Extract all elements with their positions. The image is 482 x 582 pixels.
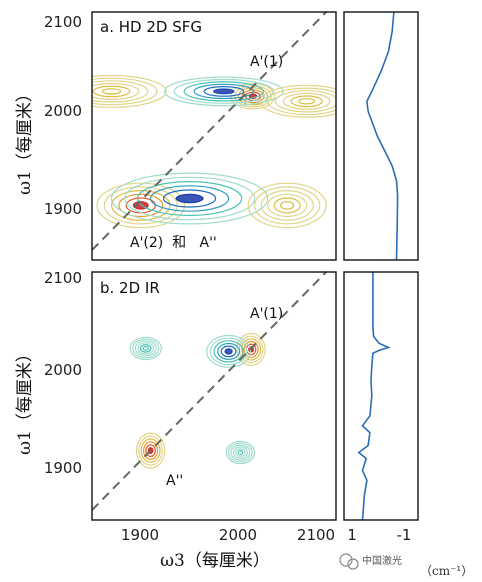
panel-b-xtick: 2000 xyxy=(219,526,257,544)
contour-line xyxy=(137,342,155,355)
panel-b: b. 2D IR A'(1) A'' 2100 2000 1900 1900 2… xyxy=(44,269,337,544)
watermark-text: 中国激光 xyxy=(362,554,402,567)
contour-line xyxy=(236,332,266,366)
wechat-icon-2 xyxy=(347,558,359,570)
contour-line xyxy=(92,85,131,98)
contour-line xyxy=(230,444,251,461)
peak-core xyxy=(175,193,204,204)
contour-line xyxy=(203,85,245,97)
panel-b-side-frame xyxy=(343,271,419,521)
contour-line xyxy=(138,435,163,466)
contour-line xyxy=(96,182,186,229)
contour-line xyxy=(290,95,323,108)
contour-line xyxy=(267,87,336,116)
panel-a-ylabel: ω1（每厘米） xyxy=(15,85,35,195)
contour-line xyxy=(209,337,248,366)
panel-a-side xyxy=(343,11,419,261)
panel-a-contours xyxy=(92,74,336,229)
contour-line xyxy=(237,450,244,456)
side-xtick: -1 xyxy=(397,526,412,544)
contour-line xyxy=(193,83,255,100)
contour-line xyxy=(111,189,171,221)
panel-b-title: b. 2D IR xyxy=(100,279,160,297)
contour-line xyxy=(92,80,149,103)
panel-a-diagonal xyxy=(91,11,327,251)
contour-line xyxy=(206,334,252,368)
contour-line xyxy=(163,189,217,208)
peak-core xyxy=(213,88,235,94)
panel-a-ytick: 1900 xyxy=(44,200,82,218)
contour-line xyxy=(241,338,262,361)
panel-a-side-frame xyxy=(343,11,419,261)
panel-b-xtick: 2100 xyxy=(297,526,335,544)
panel-a-title: a. HD 2D SFG xyxy=(100,18,202,36)
panel-b-ytick: 2000 xyxy=(44,361,82,379)
contour-line xyxy=(235,448,246,457)
panel-a-peak-label-a1: A'(1) xyxy=(250,54,283,70)
contour-line xyxy=(135,432,166,469)
contour-line xyxy=(163,76,284,107)
contour-line xyxy=(142,345,149,351)
contour-line xyxy=(129,336,162,361)
contour-line xyxy=(217,342,241,360)
x-axis-label: ω3（每厘米） xyxy=(160,551,270,571)
panel-a-frame xyxy=(91,11,337,261)
panel-b-ytick: 2100 xyxy=(44,269,82,287)
contour-line xyxy=(243,340,259,358)
peak-core xyxy=(224,348,233,355)
contour-line xyxy=(145,444,156,458)
panel-b-contours xyxy=(129,332,266,469)
contour-line xyxy=(274,90,336,113)
contour-line xyxy=(101,88,122,95)
contour-line xyxy=(118,193,164,218)
contour-line xyxy=(228,442,253,463)
panel-b-peak-label-a3: A'' xyxy=(166,473,183,489)
contour-line xyxy=(173,78,274,104)
contour-line xyxy=(220,345,237,358)
contour-line xyxy=(136,181,243,217)
unit-label: （cm⁻¹） xyxy=(420,564,473,578)
contour-line xyxy=(298,98,316,105)
contour-line xyxy=(232,446,248,459)
contour-line xyxy=(282,92,331,110)
contour-line xyxy=(183,81,265,102)
panel-b-side: 1 -1 xyxy=(343,271,419,544)
contour-line xyxy=(132,338,160,359)
contour-line xyxy=(267,193,308,218)
panel-b-diagonal xyxy=(91,271,327,511)
panel-b-ylabel: ω1（每厘米） xyxy=(15,345,35,455)
contour-line xyxy=(140,438,161,463)
panel-a-side-trace xyxy=(366,12,399,260)
contour-line xyxy=(123,176,256,221)
panel-a-ytick: 2100 xyxy=(44,13,82,31)
panel-b-frame xyxy=(91,271,337,521)
contour-line xyxy=(260,189,314,221)
contour-line xyxy=(134,340,157,357)
contour-line xyxy=(247,182,327,229)
panel-b-peak-label-a1: A'(1) xyxy=(250,306,283,322)
watermark: 中国激光 xyxy=(339,553,402,570)
panel-b-side-trace xyxy=(357,272,391,520)
contour-line xyxy=(254,186,321,225)
contour-line xyxy=(139,344,152,353)
contour-line xyxy=(92,82,140,100)
contour-line xyxy=(280,201,295,210)
contour-line xyxy=(273,197,301,214)
contour-line xyxy=(92,74,167,108)
panel-a-peak-label-a2: A'(2) 和 A'' xyxy=(130,235,217,251)
contour-line xyxy=(92,77,158,106)
contour-line xyxy=(225,440,256,465)
wechat-icon xyxy=(339,553,353,567)
side-xtick: 1 xyxy=(347,526,357,544)
contour-line xyxy=(110,172,269,225)
panel-b-xtick: 1900 xyxy=(121,526,159,544)
contour-line xyxy=(213,340,244,363)
panel-b-ytick: 1900 xyxy=(44,459,82,477)
contour-line xyxy=(143,441,159,460)
contour-line xyxy=(259,84,336,118)
panel-a: a. HD 2D SFG A'(1) A'(2) 和 A'' 2100 2000… xyxy=(44,11,337,261)
panel-a-ytick: 2000 xyxy=(44,102,82,120)
contour-line xyxy=(150,185,230,212)
